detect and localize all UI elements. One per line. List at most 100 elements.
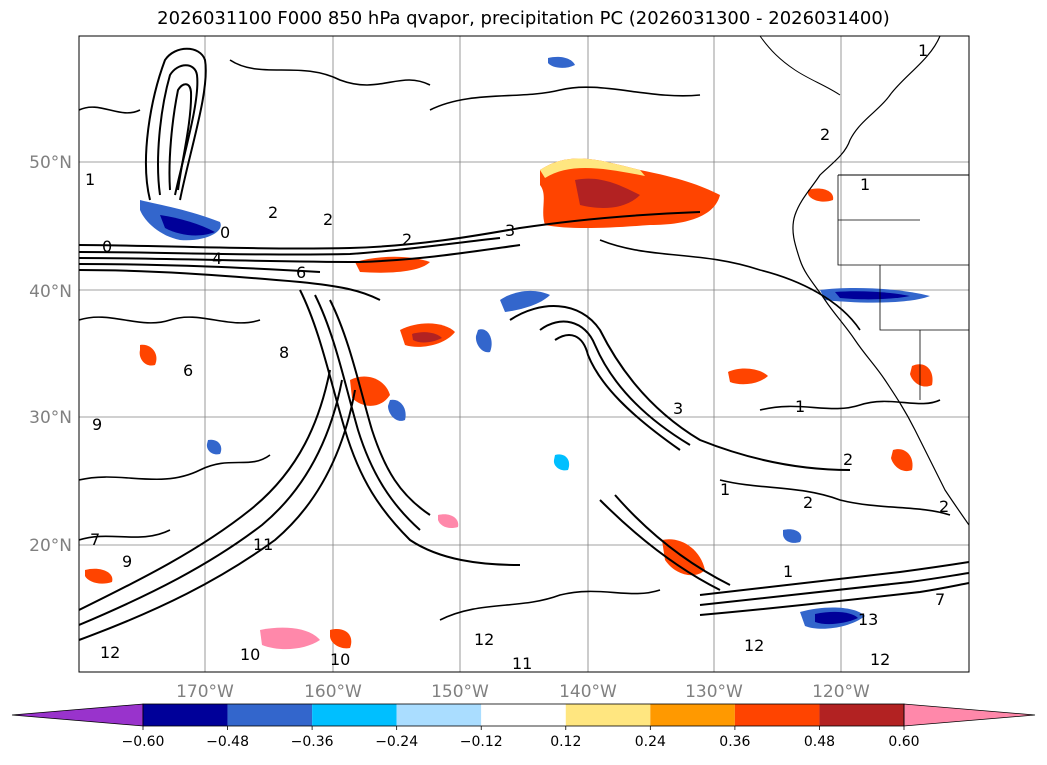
contour-label: 1 [860, 175, 870, 194]
colorbar-tick-label: 0.24 [635, 734, 666, 750]
contour-line [229, 59, 431, 86]
colorbar-tick-label: 0.12 [550, 734, 581, 750]
contour-labels: 2 2 2 3 6 6 8 9 9 12 12 12 12 1 1 1 1 2 … [85, 41, 949, 673]
lat-tick-label: 20°N [29, 536, 72, 556]
contour-label: 2 [820, 125, 830, 144]
contour-label: 12 [474, 630, 494, 649]
lon-tick-label: 150°W [431, 682, 489, 702]
colorbar-tick-label: 0.36 [719, 734, 750, 750]
contour-label: 1 [85, 170, 95, 189]
lat-tick-label: 40°N [29, 282, 72, 302]
contour-line [554, 334, 681, 451]
contour-line [79, 244, 521, 264]
contour-label: 7 [935, 590, 945, 609]
contour-label: 6 [183, 361, 193, 380]
colorbar-segment [734, 704, 820, 726]
colorbar-tick-label: 0.60 [888, 734, 919, 750]
contour-line [599, 239, 861, 331]
lon-tick-label: 170°W [176, 682, 234, 702]
contour-label: 10 [240, 645, 260, 664]
colorbar-tick-label: −0.24 [375, 734, 418, 750]
plot-frame [78, 35, 970, 673]
contour-label: 3 [673, 399, 683, 418]
longitude-axis: 170°W 160°W 150°W 140°W 130°W 120°W [176, 682, 870, 702]
contour-label: 0 [102, 237, 112, 256]
precip-positive-patch [139, 344, 157, 366]
colorbar-segment [481, 704, 566, 726]
contour-label: 7 [90, 530, 100, 549]
contour-line [429, 86, 701, 111]
contour-line [719, 479, 951, 516]
precip-positive-patch [891, 449, 913, 472]
contour-label: 0 [220, 223, 230, 242]
contour-line [79, 269, 381, 301]
precip-negative-core [160, 215, 215, 236]
contour-label: 9 [92, 415, 102, 434]
contour-line [599, 499, 721, 591]
contour-label: 9 [122, 552, 132, 571]
colorbar-segment [396, 704, 482, 726]
colorbar-tick-label: −0.12 [460, 734, 503, 750]
contour-label: 2 [268, 203, 278, 222]
contour-line [329, 299, 431, 516]
contour-label: 10 [330, 650, 350, 669]
colorbar-tick-label: −0.60 [122, 734, 165, 750]
colorbar-frame [142, 703, 905, 727]
contour-line [614, 494, 731, 586]
contour-line [699, 561, 969, 596]
lon-tick-label: 140°W [559, 682, 617, 702]
colorbar-segment [650, 704, 735, 726]
contour-label: 6 [296, 263, 306, 282]
precip-positive-patch [330, 629, 352, 649]
contour-line [79, 106, 141, 114]
latitude-axis: 50°N 40°N 30°N 20°N [29, 153, 72, 556]
coastline [759, 36, 969, 526]
colorbar-tick-label: 0.48 [804, 734, 835, 750]
contour-label: 2 [323, 210, 333, 229]
contour-label: 12 [870, 650, 890, 669]
contour-line [699, 572, 969, 606]
lon-tick-label: 120°W [812, 682, 870, 702]
colorbar: −0.60 −0.48 −0.36 −0.24 −0.12 0.12 0.24 0.36 0.4… [11, 703, 1036, 750]
plot-area [79, 36, 969, 672]
lat-tick-label: 50°N [29, 153, 72, 173]
contour-label: 2 [843, 450, 853, 469]
contour-label: 11 [512, 654, 532, 673]
contour-label: 3 [505, 221, 515, 240]
lon-tick-label: 130°W [685, 682, 743, 702]
figure-title: 2026031100 F000 850 hPa qvapor, precipit… [157, 8, 890, 29]
contour-line [168, 83, 193, 191]
precip-positive-core [412, 332, 442, 343]
contour-label: 2 [803, 493, 813, 512]
qvapor-contours [79, 47, 969, 641]
contour-line [157, 64, 199, 196]
contour-line [299, 289, 521, 566]
contour-line [79, 454, 271, 481]
contour-label: 13 [858, 610, 878, 629]
contour-line [539, 320, 691, 446]
contour-line [439, 589, 661, 621]
lat-tick-label: 30°N [29, 408, 72, 428]
contour-label: 12 [100, 643, 120, 662]
colorbar-segment [565, 704, 651, 726]
contour-label: 12 [744, 636, 764, 655]
precip-negative-patch [548, 56, 575, 68]
contour-line [79, 379, 343, 626]
contour-line [145, 47, 207, 201]
contour-line [79, 211, 701, 250]
colorbar-extend-min [11, 703, 144, 727]
colorbar-segment [143, 704, 228, 726]
precip-negative-core [815, 611, 858, 625]
precip-negative-core [835, 291, 910, 300]
contour-line [314, 294, 421, 531]
precip-negative-patch [475, 329, 492, 353]
contour-label: 2 [939, 497, 949, 516]
precip-positive-patch [85, 568, 113, 584]
contour-label: 8 [279, 343, 289, 362]
contour-line [79, 237, 501, 256]
colorbar-tick-label: −0.36 [291, 734, 334, 750]
precip-positive-patch [808, 188, 834, 202]
colorbar-segment [227, 704, 313, 726]
contour-label: 4 [212, 249, 222, 268]
